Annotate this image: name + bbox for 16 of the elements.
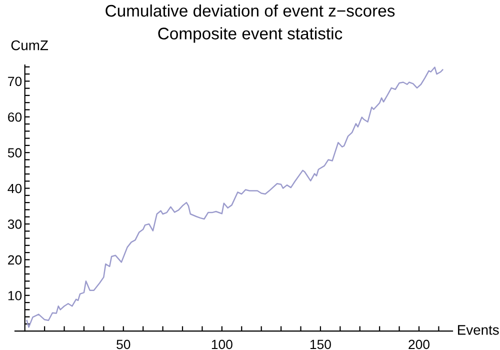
x-axis-title: Events [458, 325, 499, 335]
y-tick-label: 50 [8, 148, 22, 158]
y-tick-label: 70 [8, 76, 22, 86]
x-tick-label: 100 [212, 340, 232, 350]
y-axis-title: CumZ [11, 40, 48, 50]
x-tick-label: 150 [310, 340, 331, 350]
line-series [26, 66, 444, 328]
chart-title: Cumulative deviation of event z−scores [106, 4, 395, 17]
x-tick-label: 50 [116, 340, 130, 350]
chart-subtitle: Composite event statistic [158, 27, 342, 43]
y-tick-label: 40 [8, 184, 22, 194]
y-tick-label: 20 [8, 255, 22, 265]
x-tick-label: 200 [408, 340, 430, 350]
y-tick-label: 10 [8, 290, 22, 300]
y-tick-label: 60 [8, 112, 22, 122]
y-tick-label: 30 [8, 220, 22, 229]
